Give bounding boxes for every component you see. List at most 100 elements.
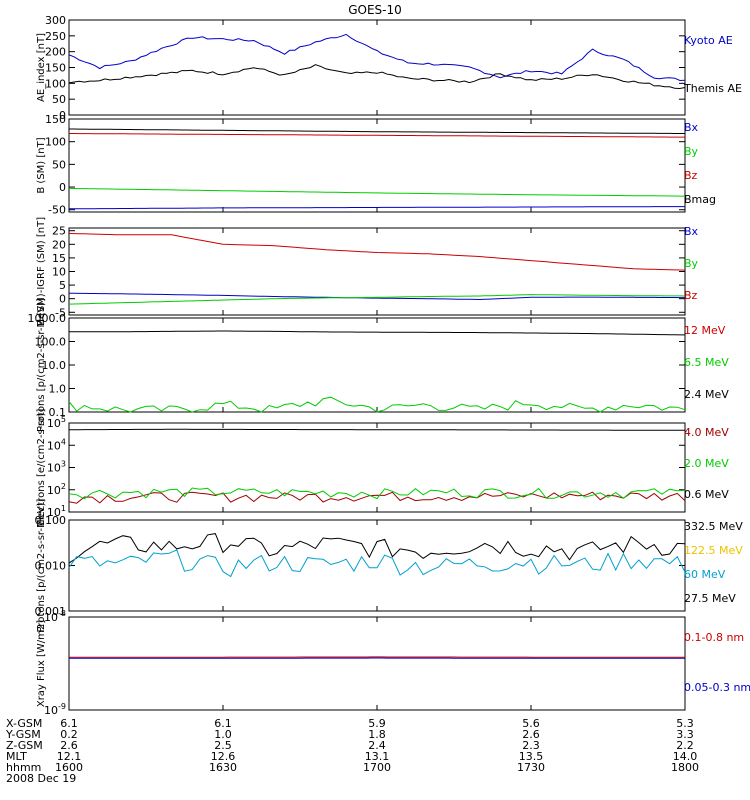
y-tick-label: 102 — [47, 482, 66, 497]
y-tick-label: 0.010 — [35, 560, 67, 573]
legend-entry: 332.5 MeV — [684, 520, 743, 533]
y-tick-label: 0.001 — [35, 605, 67, 618]
y-tick-label: 50 — [52, 158, 66, 171]
series-line-60-mev — [68, 549, 686, 578]
y-axis-label: AE_index [nT] — [36, 33, 47, 102]
info-row-value: 13.1 — [364, 750, 390, 763]
series-line-4-0-mev — [68, 491, 686, 504]
series-line-2-4-mev — [69, 330, 685, 336]
y-tick-label: 150 — [45, 113, 66, 126]
y-tick-label: 0.1 — [49, 406, 67, 419]
series-line-bmag — [69, 128, 685, 134]
y-tick-label: 0 — [59, 293, 66, 306]
info-row-value: 2.5 — [214, 739, 232, 752]
info-row-value: 2.3 — [522, 739, 540, 752]
chart-title: GOES-10 — [348, 3, 402, 17]
y-tick-label: -50 — [48, 204, 66, 217]
y-tick-label: 300 — [45, 14, 66, 27]
y-tick-label: 105 — [47, 415, 66, 430]
legend-entry: By — [684, 145, 699, 158]
info-row-value: 0.2 — [60, 728, 78, 741]
date-label: 2008 Dec 19 — [6, 772, 77, 785]
y-axis-label: Electrons [e/(cm2-s-sr)] — [36, 408, 47, 526]
y-tick-label: 100 — [45, 136, 66, 149]
y-tick-label: 10.0 — [42, 359, 67, 372]
legend-entry: Bmag — [684, 193, 716, 206]
series-line-332-5-mev — [68, 533, 686, 564]
panel-frame — [68, 519, 686, 612]
y-tick-label: 10-9 — [44, 702, 66, 717]
info-row-value: 1.8 — [368, 728, 386, 741]
legend-entry: Themis AE — [683, 82, 742, 95]
info-row-value: 5.9 — [368, 717, 386, 730]
y-tick-label: 10-8 — [44, 609, 66, 624]
y-tick-label: 50 — [52, 93, 66, 106]
y-tick-label: 5 — [59, 279, 66, 292]
y-tick-label: 25 — [52, 225, 66, 238]
info-row-value: 1600 — [55, 761, 83, 774]
series-line-themis-ae — [68, 64, 686, 90]
info-row-label: Z-GSM — [6, 739, 43, 752]
info-row-value: 2.6 — [522, 728, 540, 741]
legend-entry: 27.5 MeV — [684, 592, 736, 605]
y-tick-label: 250 — [45, 30, 66, 43]
legend-entry: 60 MeV — [684, 568, 726, 581]
legend-entry: By — [684, 257, 699, 270]
series-line-by — [68, 187, 685, 197]
y-tick-label: 10 — [52, 266, 66, 279]
series-line-bx — [69, 292, 685, 301]
y-axis-label: B (SM) [nT] — [36, 137, 47, 193]
info-row-value: 2.2 — [676, 739, 694, 752]
legend-entry: 0.1-0.8 nm — [684, 631, 744, 644]
info-row-label: X-GSM — [6, 717, 43, 730]
legend-entry: 0.6 MeV — [684, 488, 729, 501]
y-tick-label: 15 — [52, 252, 66, 265]
series-line-2-0-mev — [68, 487, 686, 500]
info-row-value: 1800 — [671, 761, 699, 774]
series-line-bx — [69, 206, 685, 210]
panel-2: -50 0 50 100 150 B (SM) [nT] Bx By Bz Bmag — [36, 113, 716, 217]
legend-entry: Bz — [684, 289, 698, 302]
series-line-bz — [68, 232, 686, 271]
series-line-bz — [69, 133, 685, 138]
legend-entry: Bx — [684, 121, 699, 134]
info-row-value: 2.6 — [60, 739, 78, 752]
legend-entry: 2.4 MeV — [684, 388, 729, 401]
y-tick-label: 1.0 — [49, 383, 67, 396]
y-tick-label: 100 — [45, 77, 66, 90]
info-row-label: Y-GSM — [6, 728, 41, 741]
panel-1: 0 50 100 150 200 250 300 AE_index [nT] Kyoto AE T… — [36, 14, 742, 122]
series-line-6-5-mev — [68, 396, 686, 413]
y-tick-label: -5 — [55, 306, 66, 319]
legend-entry: 6.5 MeV — [684, 356, 729, 369]
y-tick-label: 103 — [47, 460, 66, 475]
info-row-label: hhmm — [6, 761, 42, 774]
y-tick-label: 20 — [52, 238, 66, 251]
panel-frame — [68, 616, 686, 711]
info-row-value: 1730 — [517, 761, 545, 774]
info-row-value: 2.4 — [368, 739, 386, 752]
info-row-value: 14.0 — [672, 750, 698, 763]
legend-entry: 2.0 MeV — [684, 457, 729, 470]
info-row-value: 6.1 — [214, 717, 232, 730]
info-row-value: 5.6 — [522, 717, 540, 730]
legend-entry: 12 MeV — [684, 324, 726, 337]
legend-entry: Bz — [684, 169, 698, 182]
info-row-value: 5.3 — [676, 717, 694, 730]
info-row-value: 12.1 — [56, 750, 82, 763]
info-row-value: 12.6 — [210, 750, 236, 763]
panel-frame — [68, 19, 686, 116]
y-tick-label: 104 — [47, 437, 66, 452]
y-axis-label: Protons [p/(cm2-s-sr-MeV)] — [36, 498, 47, 632]
y-tick-label: 200 — [45, 46, 66, 59]
info-row-value: 6.1 — [60, 717, 78, 730]
y-axis-label: B (SM)-IGRF (SM) [nT] — [36, 217, 47, 326]
orbit-info-table: X-GSM 6.1 6.1 5.9 5.6 5.3 Y-GSM 0.2 1.0 1.8 2.6 3.3… — [0, 718, 750, 800]
y-tick-label: 0 — [59, 109, 66, 122]
series-line-by — [68, 294, 686, 305]
